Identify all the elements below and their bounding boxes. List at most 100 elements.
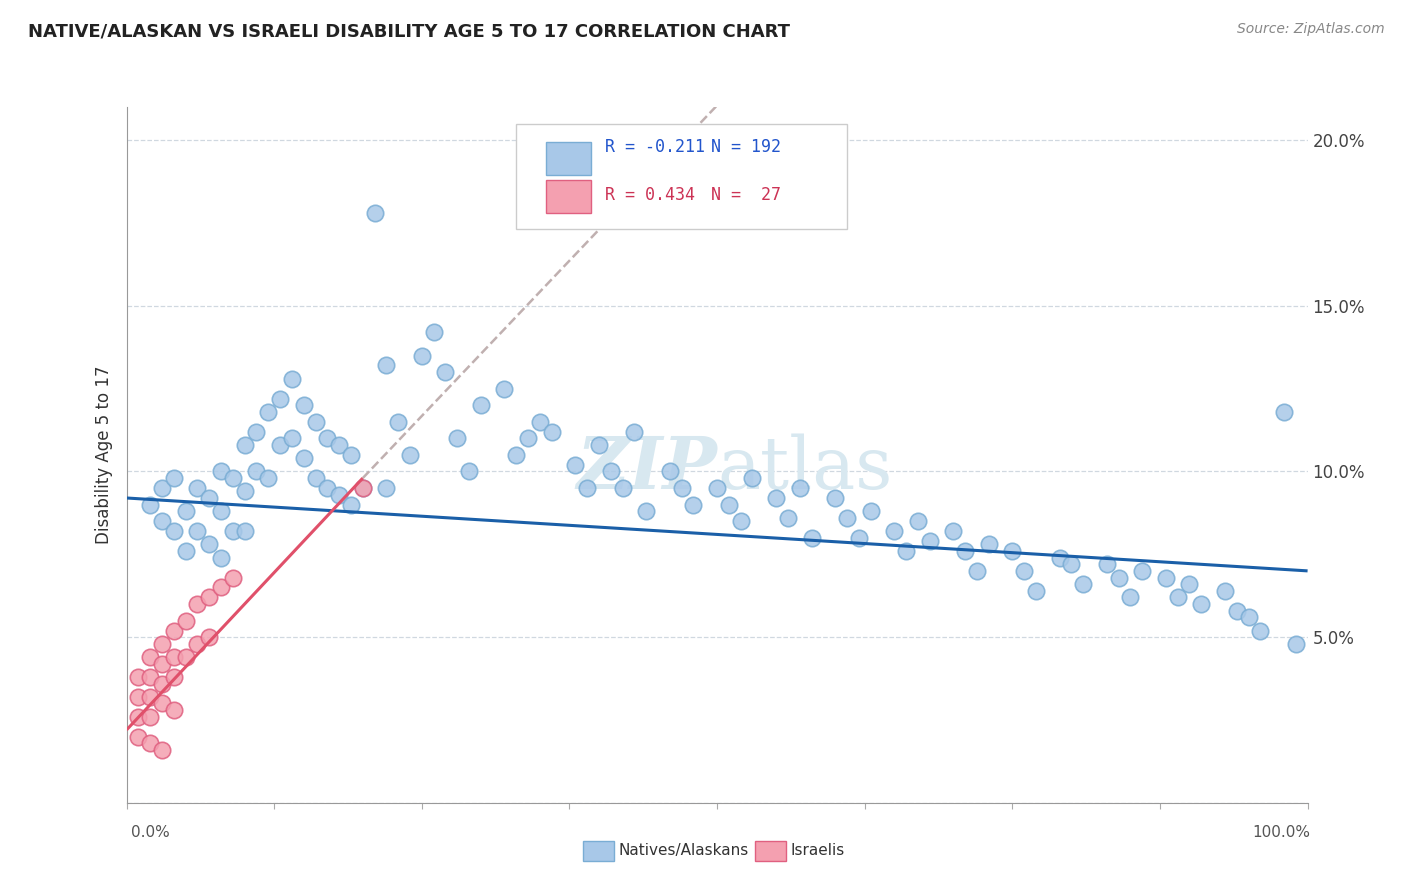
Point (150, 514, 173, 528)
Point (1154, 570, 1177, 584)
Point (269, 438, 291, 452)
Point (352, 481, 374, 495)
Point (281, 431, 304, 445)
Point (1012, 564, 1035, 578)
Point (186, 597, 208, 611)
Point (494, 382, 516, 396)
Point (446, 431, 468, 445)
Point (292, 398, 315, 412)
Point (918, 534, 941, 549)
Point (411, 349, 433, 363)
Text: 0.0%: 0.0% (131, 825, 170, 839)
Point (706, 481, 728, 495)
Point (186, 637, 208, 651)
Point (304, 415, 326, 429)
Point (198, 630, 221, 644)
Point (1049, 550, 1071, 565)
Point (399, 448, 422, 462)
Point (859, 504, 882, 518)
Text: Israelis: Israelis (790, 844, 845, 858)
Point (1060, 558, 1083, 572)
Point (281, 372, 304, 386)
Point (316, 481, 339, 495)
Point (209, 504, 232, 518)
Point (174, 650, 197, 665)
Point (636, 504, 658, 518)
Point (434, 365, 457, 379)
Point (682, 498, 704, 512)
Point (139, 650, 162, 665)
Point (966, 564, 988, 578)
Bar (546, 180, 591, 213)
Point (163, 624, 186, 638)
Point (907, 514, 929, 528)
Point (139, 709, 162, 723)
Point (658, 465, 681, 479)
Point (150, 637, 173, 651)
Point (1272, 405, 1295, 419)
Point (765, 491, 787, 505)
Text: R = -0.211: R = -0.211 (605, 137, 704, 156)
Point (1130, 564, 1153, 578)
Point (1025, 583, 1047, 598)
Point (174, 544, 197, 558)
Point (245, 465, 267, 479)
Point (292, 451, 315, 466)
Point (222, 524, 245, 538)
Point (375, 359, 398, 373)
Point (599, 465, 621, 479)
Point (209, 465, 232, 479)
Point (1249, 624, 1271, 638)
Point (564, 458, 586, 472)
Point (328, 438, 350, 452)
Point (269, 392, 291, 406)
Point (163, 703, 186, 717)
Point (198, 537, 221, 551)
Point (540, 425, 562, 439)
Point (245, 425, 267, 439)
Point (198, 491, 221, 505)
Point (150, 481, 173, 495)
Point (375, 481, 398, 495)
Text: 100.0%: 100.0% (1253, 825, 1310, 839)
Point (1285, 637, 1308, 651)
Point (233, 438, 256, 452)
Point (233, 484, 256, 499)
Point (1167, 591, 1189, 605)
Point (517, 431, 540, 445)
Point (612, 481, 634, 495)
Point (127, 730, 149, 744)
Point (186, 524, 208, 538)
Point (671, 481, 693, 495)
Point (894, 544, 917, 558)
Point (1226, 604, 1249, 618)
Point (470, 398, 492, 412)
Point (800, 531, 823, 545)
Point (776, 511, 799, 525)
Point (222, 471, 245, 485)
Point (1237, 610, 1260, 624)
Point (139, 690, 162, 704)
Point (316, 431, 339, 445)
Point (422, 326, 444, 340)
Point (127, 690, 149, 704)
Bar (546, 142, 591, 175)
Point (942, 524, 965, 538)
Point (623, 425, 645, 439)
Point (139, 498, 162, 512)
Text: R = 0.434: R = 0.434 (605, 186, 695, 204)
Point (304, 471, 326, 485)
Point (198, 591, 221, 605)
Text: ZIP: ZIP (576, 434, 717, 504)
Point (174, 614, 197, 628)
Point (174, 504, 197, 518)
Point (257, 405, 280, 419)
Point (139, 736, 162, 750)
Text: N = 192: N = 192 (711, 137, 782, 156)
Point (163, 670, 186, 684)
Point (328, 488, 350, 502)
Point (257, 471, 280, 485)
Point (1108, 570, 1130, 584)
Point (588, 438, 610, 452)
Text: Source: ZipAtlas.com: Source: ZipAtlas.com (1237, 22, 1385, 37)
